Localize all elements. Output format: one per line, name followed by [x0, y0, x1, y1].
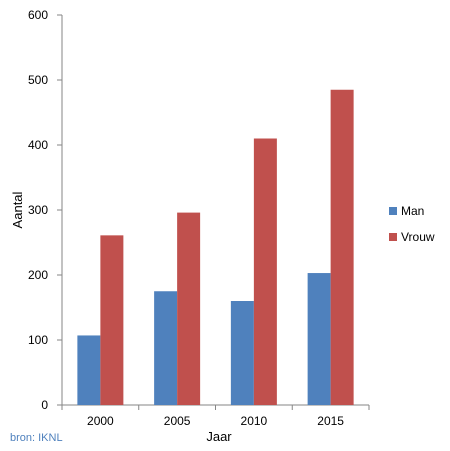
legend-label-man: Man [401, 204, 424, 218]
y-tick-label: 0 [41, 398, 48, 412]
bar-man-2000 [77, 335, 101, 405]
bar-vrouw-2015 [330, 89, 354, 405]
bar-vrouw-2000 [100, 235, 124, 405]
y-tick-label: 200 [28, 268, 48, 282]
y-tick-label: 300 [28, 203, 48, 217]
legend: Man Vrouw [389, 204, 435, 244]
legend-swatch-man [389, 207, 397, 215]
bar-vrouw-2005 [177, 212, 201, 405]
x-tick-label: 2005 [164, 414, 191, 428]
x-tick-label: 2000 [87, 414, 114, 428]
y-axis-title: Aantal [10, 191, 25, 228]
x-axis-title: Jaar [206, 429, 232, 444]
bar-man-2010 [230, 301, 254, 405]
y-tick-label: 400 [28, 138, 48, 152]
x-tick-label: 2015 [317, 414, 344, 428]
y-axis: 0 100 200 300 400 500 600 [28, 8, 63, 412]
source-note: bron: IKNL [10, 432, 63, 444]
y-tick-label: 600 [28, 8, 48, 22]
y-tick-label: 100 [28, 333, 48, 347]
bar-man-2005 [154, 291, 178, 405]
legend-label-vrouw: Vrouw [401, 230, 435, 244]
bar-vrouw-2010 [253, 138, 277, 405]
y-tick-label: 500 [28, 73, 48, 87]
legend-swatch-vrouw [389, 233, 397, 241]
x-axis: 2000 2005 2010 2015 [61, 404, 370, 428]
bars [77, 89, 354, 405]
bar-man-2015 [307, 273, 331, 405]
x-tick-label: 2010 [241, 414, 268, 428]
